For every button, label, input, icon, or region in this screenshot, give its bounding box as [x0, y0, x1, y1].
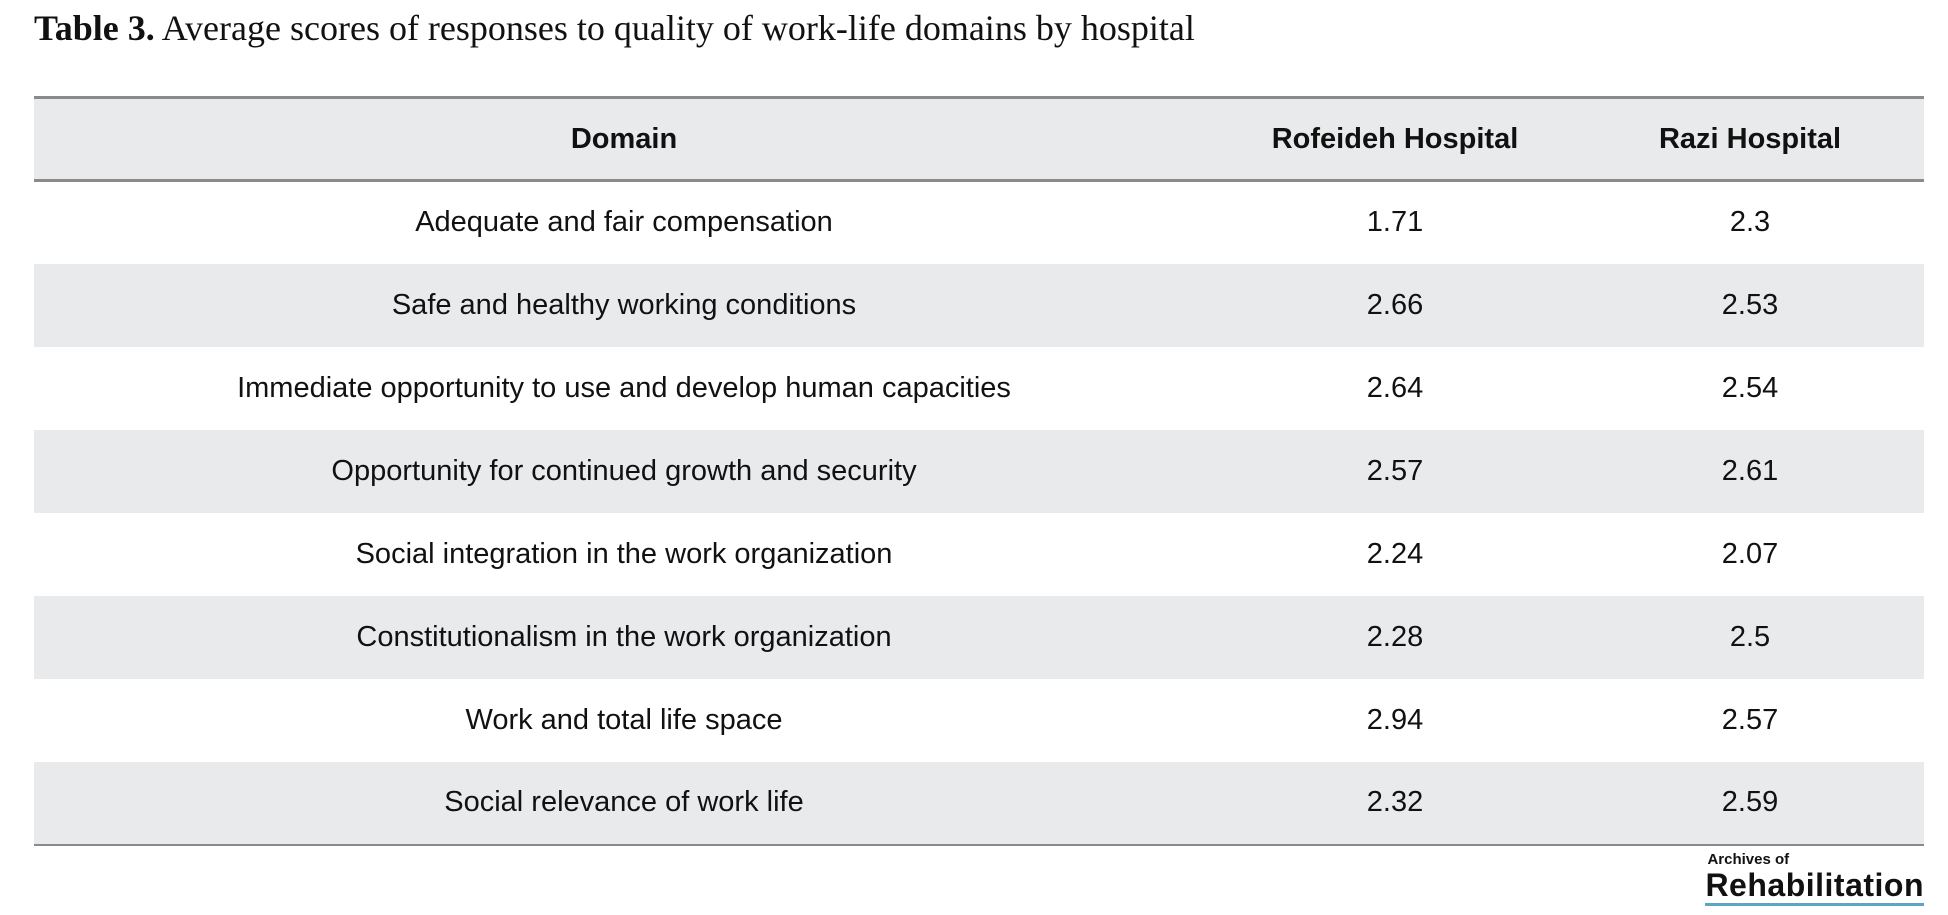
cell-rofeideh: 2.57	[1366, 454, 1424, 487]
cell-razi: 2.07	[1721, 537, 1779, 570]
table-row: Constitutionalism in the work organizati…	[34, 595, 1924, 679]
journal-logo-small-text: Archives of	[1707, 851, 1790, 868]
header-domain: Domain	[570, 122, 678, 155]
cell-razi: 2.61	[1721, 454, 1779, 487]
cell-domain: Social relevance of work life	[444, 786, 804, 818]
journal-logo: Archives of Rehabilitation	[1705, 852, 1924, 906]
table-row: Work and total life space 2.94 2.57	[34, 679, 1924, 762]
table-row: Safe and healthy working conditions 2.66…	[34, 263, 1924, 347]
cell-domain: Constitutionalism in the work organizati…	[356, 620, 892, 653]
cell-razi: 2.53	[1721, 288, 1779, 321]
table-row: Opportunity for continued growth and sec…	[34, 429, 1924, 513]
cell-razi: 2.59	[1721, 786, 1779, 818]
table-caption: Table 3. Average scores of responses to …	[34, 6, 1195, 50]
table-row: Immediate opportunity to use and develop…	[34, 347, 1924, 430]
table-header-row: Domain Rofeideh Hospital Razi Hospital	[34, 97, 1924, 181]
table-row: Social integration in the work organizat…	[34, 513, 1924, 596]
cell-domain: Immediate opportunity to use and develop…	[237, 371, 1011, 404]
cell-domain: Social integration in the work organizat…	[355, 537, 893, 570]
table-row: Social relevance of work life 2.32 2.59	[34, 761, 1924, 845]
cell-rofeideh: 2.94	[1366, 703, 1424, 736]
cell-domain: Adequate and fair compensation	[415, 206, 833, 239]
cell-rofeideh: 2.32	[1366, 786, 1424, 818]
cell-rofeideh: 2.66	[1366, 288, 1424, 321]
header-rofeideh-hospital: Rofeideh Hospital	[1271, 122, 1519, 155]
cell-rofeideh: 2.28	[1366, 620, 1424, 653]
cell-domain: Safe and healthy working conditions	[391, 288, 857, 321]
cell-domain: Work and total life space	[465, 703, 783, 736]
cell-domain: Opportunity for continued growth and sec…	[331, 454, 917, 487]
table-caption-label: Table 3.	[34, 8, 155, 48]
journal-logo-big-text: Rehabilitation	[1705, 867, 1924, 903]
journal-logo-underline	[1705, 903, 1924, 906]
header-razi-hospital: Razi Hospital	[1658, 122, 1842, 155]
cell-rofeideh: 2.24	[1366, 537, 1424, 570]
cell-rofeideh: 1.71	[1366, 206, 1424, 239]
scores-table: Domain Rofeideh Hospital Razi Hospital A…	[34, 96, 1924, 846]
cell-razi: 2.5	[1729, 620, 1771, 653]
cell-razi: 2.57	[1721, 703, 1779, 736]
cell-razi: 2.54	[1721, 371, 1779, 404]
table-caption-text: Average scores of responses to quality o…	[154, 8, 1195, 48]
table-row: Adequate and fair compensation 1.71 2.3	[34, 181, 1924, 264]
cell-razi: 2.3	[1729, 206, 1771, 239]
cell-rofeideh: 2.64	[1366, 371, 1424, 404]
